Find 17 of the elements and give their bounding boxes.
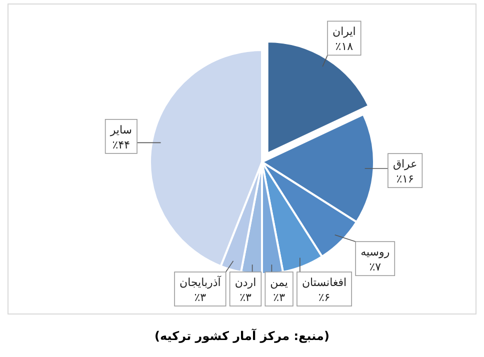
data-label: ٪۷ (369, 260, 382, 274)
slice-label: روسیه (360, 246, 390, 259)
slice-label: یمن (270, 276, 288, 289)
slice-label: سایر (109, 123, 132, 136)
data-label: ٪۴۴ (112, 138, 130, 152)
slice-label: افغانستان (302, 276, 347, 289)
slice-label: ایران (332, 25, 356, 38)
data-label: ٪۱۶ (396, 172, 414, 186)
slice-label: اردن (234, 276, 256, 289)
data-label: ٪۱۸ (335, 40, 354, 54)
annotation: (منبع: مرکز آمار کشور ترکیه) (154, 329, 330, 343)
data-label: ٪۶ (318, 291, 330, 304)
data-label: ٪۳ (240, 291, 252, 304)
data-label: ٪۳ (194, 291, 206, 304)
slice-label: عراق (392, 158, 418, 171)
data-label: ٪۳ (273, 291, 286, 304)
slice-label: آذربایجان (180, 275, 222, 289)
